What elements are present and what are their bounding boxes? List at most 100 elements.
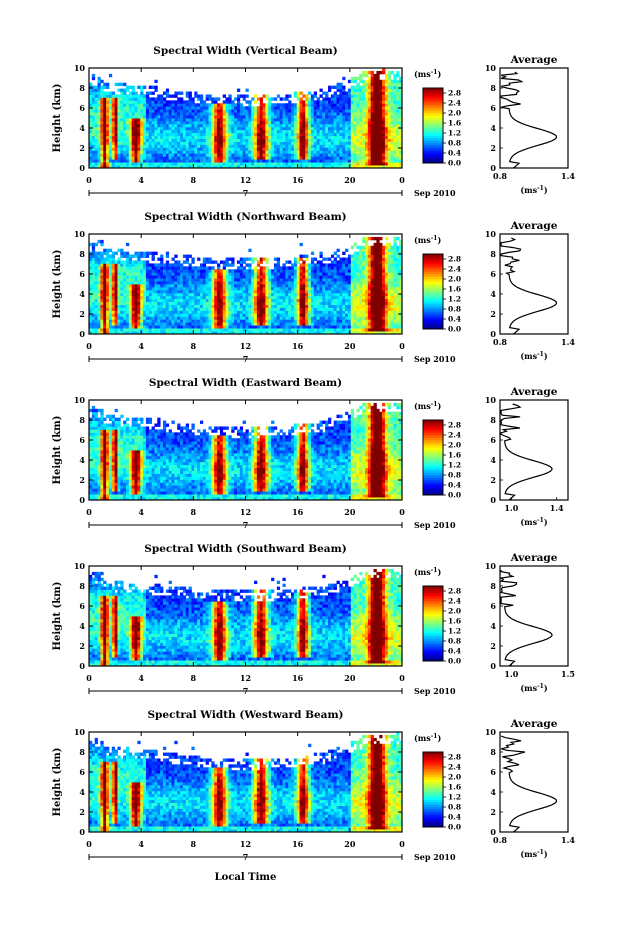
heatmap-cell [95, 308, 98, 311]
heatmap-cell [120, 287, 123, 290]
heatmap-cell [317, 97, 320, 100]
heatmap-cell [263, 293, 266, 296]
heatmap-cell [356, 92, 359, 95]
y-tick-label: 0 [79, 163, 85, 173]
heatmap-cell [146, 94, 149, 97]
heatmap-cell [265, 266, 268, 269]
heatmap-cell [337, 94, 340, 97]
heatmap-cell [209, 106, 212, 109]
heatmap-cell [154, 308, 157, 311]
heatmap-cell [334, 162, 337, 165]
heatmap-cell [288, 112, 291, 115]
heatmap-cell [274, 153, 277, 156]
heatmap-cell [157, 124, 160, 127]
heatmap-cell [137, 109, 140, 112]
heatmap-cell [109, 322, 112, 325]
heatmap-cell [260, 258, 263, 261]
heatmap-cell [271, 293, 274, 296]
heatmap-cell [376, 130, 379, 133]
heatmap-cell [189, 302, 192, 305]
heatmap-cell [291, 266, 294, 269]
heatmap-cell [359, 94, 362, 97]
heatmap-cell [317, 103, 320, 106]
heatmap-cell [109, 112, 112, 115]
heatmap-cell [189, 308, 192, 311]
heatmap-cell [180, 310, 183, 313]
heatmap-cell [226, 156, 229, 159]
heatmap-cell [371, 97, 374, 100]
heatmap-cell [206, 94, 209, 97]
heatmap-cell [308, 144, 311, 147]
heatmap-cell [203, 100, 206, 103]
heatmap-cell [297, 92, 300, 95]
heatmap-cell [126, 139, 129, 142]
heatmap-cell [137, 130, 140, 133]
heatmap-cell [385, 136, 388, 139]
heatmap-cell [112, 328, 115, 331]
heatmap-cell [345, 142, 348, 145]
heatmap-cell [231, 109, 234, 112]
heatmap-cell [223, 121, 226, 124]
heatmap-cell [132, 290, 135, 293]
heatmap-cell [98, 80, 101, 83]
heatmap-cell [231, 139, 234, 142]
heatmap-cell [348, 139, 351, 142]
heatmap-cell [191, 299, 194, 302]
heatmap-cell [126, 121, 129, 124]
heatmap-cell [200, 263, 203, 266]
heatmap-cell [174, 127, 177, 130]
heatmap-cell [223, 308, 226, 311]
heatmap-cell [172, 136, 175, 139]
heatmap-cell [169, 325, 172, 328]
heatmap-cell [254, 278, 257, 281]
heatmap-cell [356, 103, 359, 106]
heatmap-cell [100, 153, 103, 156]
heatmap-cell [106, 94, 109, 97]
heatmap-cell [100, 130, 103, 133]
heatmap-cell [200, 100, 203, 103]
heatmap-cell [300, 103, 303, 106]
heatmap-cell [177, 319, 180, 322]
heatmap-cell [328, 121, 331, 124]
heatmap-cell [177, 100, 180, 103]
heatmap-cell [214, 293, 217, 296]
heatmap-cell [248, 124, 251, 127]
heatmap-cell [342, 103, 345, 106]
heatmap-cell [163, 302, 166, 305]
heatmap-cell [120, 249, 123, 252]
heatmap-cell [297, 147, 300, 150]
heatmap-cell [374, 139, 377, 142]
heatmap-cell [137, 319, 140, 322]
heatmap-cell [351, 159, 354, 162]
heatmap-cell [325, 109, 328, 112]
heatmap-cell [109, 308, 112, 311]
heatmap-cell [240, 281, 243, 284]
heatmap-cell [274, 316, 277, 319]
heatmap-cell [172, 118, 175, 121]
heatmap-cell [100, 150, 103, 153]
heatmap-cell [379, 136, 382, 139]
heatmap-cell [294, 272, 297, 275]
heatmap-cell [129, 293, 132, 296]
heatmap-cell [152, 150, 155, 153]
heatmap-cell [376, 124, 379, 127]
heatmap-cell [174, 310, 177, 313]
heatmap-cell [98, 258, 101, 261]
heatmap-cell [345, 136, 348, 139]
heatmap-cell [135, 136, 138, 139]
heatmap-cell [120, 319, 123, 322]
heatmap-cell [237, 136, 240, 139]
heatmap-cell [172, 109, 175, 112]
heatmap-cell [260, 150, 263, 153]
heatmap-cell [265, 308, 268, 311]
heatmap-cell [226, 109, 229, 112]
heatmap-cell [166, 316, 169, 319]
heatmap-cell [100, 133, 103, 136]
heatmap-cell [356, 153, 359, 156]
heatmap-cell [317, 124, 320, 127]
heatmap-cell [135, 319, 138, 322]
heatmap-cell [112, 121, 115, 124]
heatmap-cell [246, 142, 249, 145]
heatmap-cell [137, 124, 140, 127]
heatmap-cell [109, 109, 112, 112]
